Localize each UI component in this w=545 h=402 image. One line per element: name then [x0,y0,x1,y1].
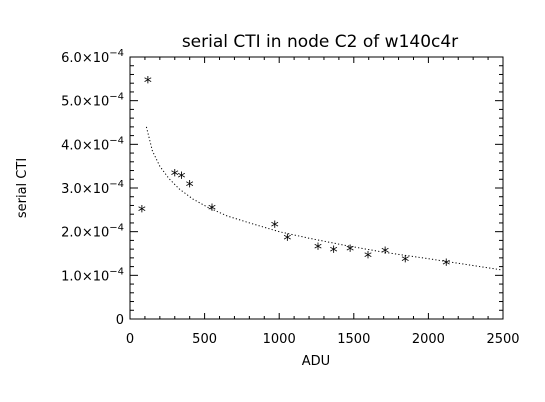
y-tick-base: ×10 [82,269,109,284]
y-tick-mantissa: 3.0 [61,182,82,197]
x-tick-label: 0 [126,332,134,347]
data-point: * [330,242,338,261]
x-axis-ticks: 0 500 1000 1500 2000 2500 [126,57,520,347]
y-tick-exponent: −4 [109,179,124,190]
y-tick-mantissa: 4.0 [61,138,82,153]
x-tick-label: 2500 [486,332,519,347]
y-tick-base: ×10 [82,51,109,66]
data-point: * [346,241,354,260]
data-point: * [271,217,279,236]
y-tick-label: 6.0×10−4 [61,48,124,66]
y-tick-exponent: −4 [109,135,124,146]
y-tick-label: 0 [116,313,124,328]
data-point: * [381,243,389,262]
y-tick-mantissa: 2.0 [61,226,82,241]
y-tick-mantissa: 6.0 [61,51,82,66]
data-points: **** **** * * * * * * * [138,73,450,275]
data-point: * [364,247,372,266]
data-point: * [401,252,409,271]
y-tick-exponent: −4 [109,223,124,234]
y-tick-label: 5.0×10−4 [61,92,124,110]
y-tick-base: ×10 [82,182,109,197]
y-axis-label: serial CTI [15,158,30,218]
data-point: * [314,239,322,258]
y-tick-label: 2.0×10−4 [61,223,124,241]
data-point: * [442,255,450,274]
data-point: * [177,168,185,187]
y-axis-ticks: 01.0×10−42.0×10−43.0×10−44.0×10−45.0×10−… [61,48,503,328]
y-tick-mantissa: 1.0 [61,269,82,284]
y-tick-base: ×10 [82,95,109,110]
x-tick-label: 1500 [337,332,370,347]
y-tick-exponent: −4 [109,92,124,103]
x-tick-label: 500 [192,332,217,347]
y-tick-base: ×10 [82,138,109,153]
y-tick-label: 3.0×10−4 [61,179,124,197]
data-point: * [208,200,216,219]
chart-title: serial CTI in node C2 of w140c4r [182,32,458,52]
x-tick-label: 1000 [263,332,296,347]
x-axis-label: ADU [302,354,330,369]
y-tick-base: ×10 [82,226,109,241]
x-tick-label: 2000 [412,332,445,347]
y-tick-exponent: −4 [109,48,124,59]
y-tick-label: 4.0×10−4 [61,135,124,153]
data-point: * [283,230,291,249]
y-tick-mantissa: 0 [116,313,124,328]
y-tick-exponent: −4 [109,266,124,277]
data-point: * [171,166,179,185]
fit-curve [145,126,504,271]
y-tick-label: 1.0×10−4 [61,266,124,284]
y-tick-mantissa: 5.0 [61,95,82,110]
data-point: * [186,177,194,196]
data-point: * [144,73,152,92]
data-point: * [138,202,146,221]
